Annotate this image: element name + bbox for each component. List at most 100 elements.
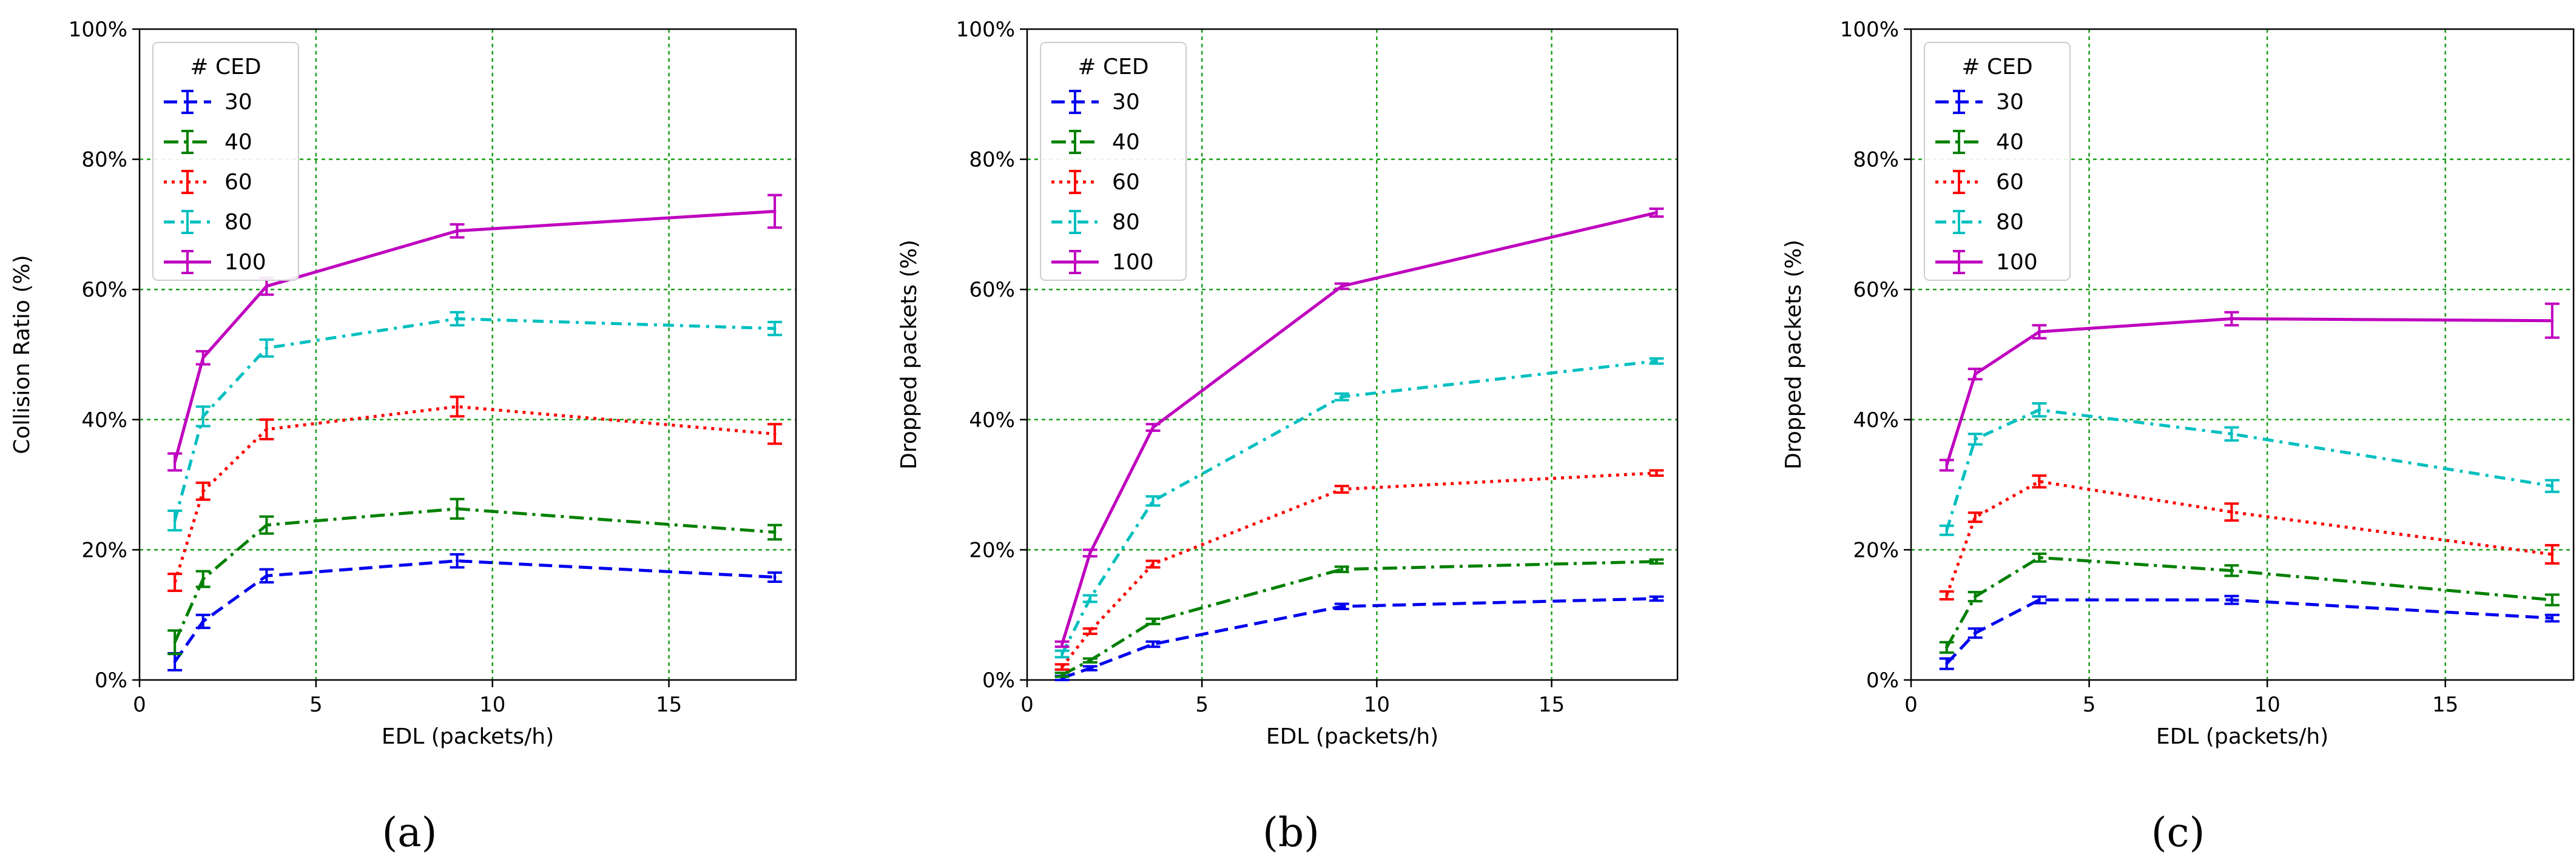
- data-point: [456, 507, 459, 511]
- data-point: [1974, 516, 1977, 519]
- x-tick-label: 5: [2083, 693, 2096, 717]
- data-point: [1060, 673, 1064, 676]
- legend-title: # CED: [1961, 55, 2032, 79]
- series-60: [1939, 474, 2560, 601]
- chart-b: 0 5 10 15 0% 20% 40% 60% 80% 100% EDL (packets/h) D…: [897, 18, 1679, 856]
- data-point: [1151, 499, 1155, 503]
- legend-label: 80: [1996, 210, 2024, 235]
- data-point: [2551, 553, 2554, 556]
- data-point: [456, 317, 459, 320]
- series-80: [167, 311, 783, 532]
- plot-frame: [1026, 28, 1679, 681]
- data-point: [201, 414, 205, 418]
- data-point: [1340, 568, 1344, 571]
- y-tick-label: 80%: [1853, 148, 1899, 172]
- series-line: [1945, 408, 2553, 531]
- y-tick-label: 0%: [95, 668, 127, 693]
- data-point: [2230, 510, 2233, 514]
- y-tick-label: 60%: [81, 278, 127, 302]
- legend-label: 30: [1112, 90, 1140, 115]
- series-40: [167, 497, 783, 656]
- series-line: [1945, 598, 2552, 665]
- legend-label: 100: [1996, 250, 2038, 275]
- data-point: [265, 346, 268, 350]
- y-axis-label: Dropped packets (%): [897, 240, 922, 469]
- x-tick-label: 0: [1904, 693, 1918, 717]
- data-point: [456, 559, 459, 563]
- data-point: [265, 428, 268, 431]
- data-point: [1974, 595, 1977, 599]
- legend-label: 80: [224, 210, 252, 235]
- data-point: [1088, 630, 1092, 633]
- data-point: [1151, 426, 1155, 429]
- data-point: [773, 327, 777, 331]
- plot-frame: [138, 28, 797, 681]
- panel-caption: (c): [2151, 809, 2205, 856]
- data-point: [1060, 652, 1064, 656]
- data-point: [2230, 598, 2233, 602]
- data-point: [2230, 317, 2233, 320]
- data-point: [1654, 471, 1658, 475]
- x-tick-label: 10: [479, 693, 505, 717]
- series-60: [167, 395, 783, 592]
- data-point: [265, 523, 268, 527]
- x-tick-label: 5: [1195, 693, 1209, 717]
- y-tick-label: 80%: [969, 148, 1015, 172]
- data-point: [2551, 598, 2554, 602]
- chart-a: 0 5 10 15 0% 20% 40% 60% 80% 100% EDL (packets/h) C…: [10, 18, 797, 856]
- x-tick-label: 5: [309, 693, 323, 717]
- legend-label: 60: [1112, 170, 1140, 195]
- x-tick-label: 0: [1020, 693, 1034, 717]
- data-point: [1974, 631, 1977, 635]
- data-point: [1088, 597, 1092, 601]
- x-tick-label: 0: [133, 693, 146, 717]
- x-tick-label: 15: [1539, 693, 1565, 717]
- legend: # CED 30 40 60 80 100: [152, 42, 299, 281]
- chart-c: 0 5 10 15 0% 20% 40% 60% 80% 100% EDL (packets/h) D…: [1781, 18, 2575, 856]
- data-point: [1340, 488, 1344, 491]
- x-tick-label: 15: [2432, 693, 2458, 717]
- data-point: [773, 432, 777, 436]
- data-point: [1945, 594, 1949, 597]
- legend-label: 40: [1996, 130, 2024, 155]
- data-point: [201, 356, 205, 360]
- data-point: [1151, 619, 1155, 623]
- series-line: [1945, 480, 2553, 596]
- y-tick-label: 100%: [69, 18, 127, 42]
- series-30: [1054, 595, 1664, 681]
- data-point: [1340, 605, 1344, 608]
- data-point: [2037, 408, 2041, 412]
- legend-label: 100: [224, 250, 266, 275]
- data-point: [1340, 395, 1344, 399]
- data-point: [456, 405, 459, 408]
- data-point: [173, 460, 177, 464]
- legend-title: # CED: [1077, 55, 1148, 79]
- x-tick-label: 10: [2254, 693, 2280, 717]
- data-point: [2230, 432, 2233, 436]
- data-point: [773, 530, 777, 534]
- x-tick-label: 15: [656, 693, 682, 717]
- y-tick-label: 0%: [1866, 668, 1899, 693]
- y-tick-label: 40%: [1853, 408, 1899, 432]
- data-point: [2551, 319, 2554, 323]
- data-point: [2037, 556, 2041, 559]
- series-line: [1060, 359, 1657, 655]
- legend-label: 40: [1112, 130, 1140, 155]
- data-point: [2551, 484, 2554, 488]
- series-line: [1061, 560, 1657, 676]
- data-point: [1340, 284, 1344, 288]
- data-point: [456, 229, 459, 233]
- y-tick-label: 100%: [1840, 18, 1899, 42]
- legend-label: 30: [1996, 90, 2024, 115]
- data-point: [1945, 528, 1949, 532]
- data-point: [773, 209, 777, 213]
- data-point: [2551, 616, 2554, 620]
- data-point: [201, 619, 205, 623]
- x-axis-label: EDL (packets/h): [1266, 724, 1438, 749]
- legend-label: 60: [1996, 170, 2024, 195]
- data-point: [2037, 598, 2041, 602]
- y-axis-label: Collision Ratio (%): [10, 255, 35, 454]
- series-40: [1054, 558, 1664, 678]
- panel-caption: (a): [382, 809, 437, 856]
- y-tick-label: 0%: [982, 668, 1015, 693]
